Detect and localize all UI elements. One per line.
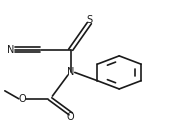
Text: S: S [86, 15, 92, 25]
Text: O: O [67, 112, 74, 122]
Text: N: N [7, 45, 15, 55]
Text: O: O [18, 94, 26, 104]
Text: N: N [67, 67, 74, 77]
